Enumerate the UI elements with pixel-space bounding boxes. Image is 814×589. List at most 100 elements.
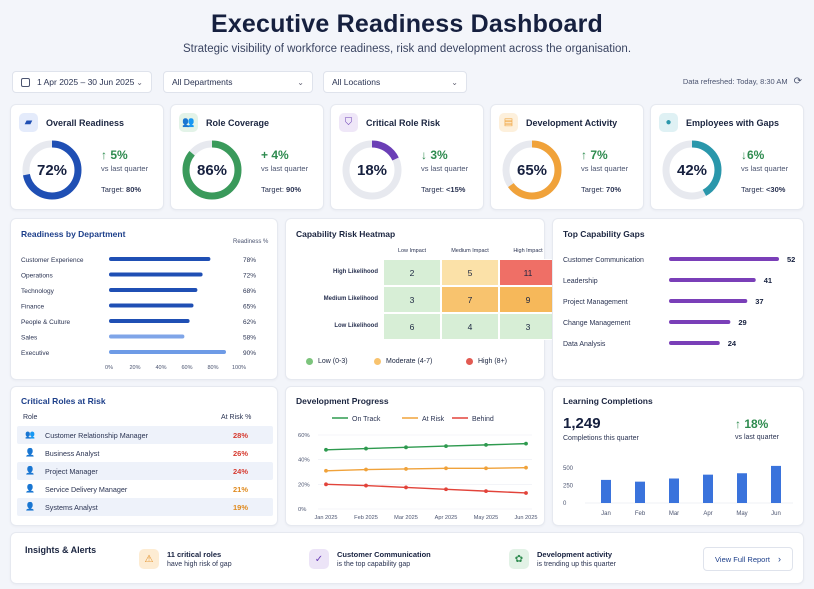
- legend-label: At Risk: [422, 416, 445, 423]
- insight-title: Customer Communication: [337, 550, 431, 559]
- chevron-down-icon: ⌄: [136, 77, 143, 87]
- people-icon: 👥: [179, 113, 198, 132]
- kpi-target-value: <30%: [766, 185, 786, 194]
- department-filter[interactable]: All Departments ⌄: [163, 71, 313, 93]
- x-tick-label: May 2025: [474, 515, 499, 521]
- x-tick-label: Apr 2025: [435, 515, 458, 521]
- chevron-down-icon: ⌄: [297, 77, 304, 87]
- series-point: [324, 468, 328, 473]
- development-progress-card: Development Progress On Track At Risk Behi…: [285, 386, 545, 526]
- completion-bar: [601, 479, 611, 503]
- heatmap-row-label: Medium Likelihood: [323, 296, 378, 302]
- chevron-right-icon: ›: [777, 554, 781, 564]
- heatmap-legend-item: Moderate (4-7): [374, 358, 432, 365]
- department-label: Customer Experience: [21, 257, 84, 264]
- role-risk: 19%: [233, 503, 249, 512]
- capability-heatmap-card: Capability Risk Heatmap Low Impact Medium…: [285, 218, 557, 380]
- legend-label: High (8+): [478, 358, 507, 365]
- department-bar: [109, 257, 211, 261]
- table-row[interactable]: 👤 Systems Analyst 19%: [17, 498, 273, 516]
- heatmap-cell: 11: [499, 259, 557, 286]
- kpi-delta: ↑ 7%: [581, 148, 608, 162]
- gap-bar: [669, 320, 731, 324]
- kpi-target: Target: 90%: [261, 185, 301, 194]
- role-risk: 21%: [233, 485, 249, 494]
- department-label: Operations: [21, 273, 54, 280]
- progress-title: Development Progress: [296, 396, 389, 406]
- kpi-target-value: 70%: [606, 185, 622, 194]
- kpi-target: Target: 80%: [101, 185, 141, 194]
- heatmap-cell: 5: [441, 259, 499, 286]
- x-tick-label: 100%: [232, 365, 246, 371]
- person-icon: 👥: [25, 430, 35, 439]
- kpi-title: Critical Role Risk: [366, 117, 441, 128]
- series-point: [444, 487, 448, 492]
- location-filter[interactable]: All Locations ⌄: [323, 71, 467, 93]
- location-value: All Locations: [332, 77, 381, 87]
- kpi-header: ▰ Overall Readiness: [19, 113, 124, 132]
- refresh-icon[interactable]: ⟳: [793, 76, 802, 87]
- chevron-down-icon: ⌄: [451, 77, 458, 87]
- department-label: Sales: [21, 335, 38, 342]
- department-value: 65%: [243, 304, 256, 311]
- kpi-target: Target: 70%: [581, 185, 621, 194]
- gap-label: Change Management: [563, 320, 630, 327]
- department-label: People & Culture: [21, 319, 71, 326]
- heatmap-cell: 6: [383, 313, 441, 340]
- kpi-donut: [22, 140, 82, 200]
- role-risk: 26%: [233, 449, 249, 458]
- kpi-donut: [342, 140, 402, 200]
- y-tick-label: 0: [563, 501, 567, 507]
- table-row[interactable]: 👤 Project Manager 24%: [17, 462, 273, 480]
- risk-column-header: At Risk %: [221, 414, 252, 421]
- x-tick-label: Mar: [669, 511, 679, 517]
- heatmap-title: Capability Risk Heatmap: [296, 229, 396, 239]
- table-row[interactable]: 👤 Service Delivery Manager 21%: [17, 480, 273, 498]
- view-full-report-button[interactable]: View Full Report ›: [703, 547, 793, 571]
- series-point: [484, 489, 488, 494]
- completion-bar: [703, 474, 713, 503]
- learning-bar-chart: 500 250 0 Jan Feb Mar Apr May Jun: [563, 465, 793, 517]
- readiness-title: Readiness by Department: [21, 229, 126, 239]
- table-row[interactable]: 👤 Business Analyst 26%: [17, 444, 273, 462]
- insights-title: Insights & Alerts: [25, 545, 97, 555]
- series-point: [404, 467, 408, 471]
- gap-label: Leadership: [563, 278, 598, 285]
- insight-title: 11 critical roles: [167, 550, 222, 559]
- learning-delta: ↑ 18%: [735, 417, 769, 431]
- department-bar: [109, 350, 226, 354]
- kpi-header: ⛉ Critical Role Risk: [339, 113, 440, 132]
- gap-value: 41: [764, 276, 772, 285]
- x-tick-label: 80%: [207, 365, 218, 371]
- kpi-target: Target: <15%: [421, 185, 465, 194]
- department-value: 72%: [243, 273, 256, 280]
- date-range-filter[interactable]: 1 Apr 2025 – 30 Jun 2025 ⌄: [12, 71, 152, 93]
- kpi-title: Employees with Gaps: [686, 117, 780, 128]
- heatmap-legend-item: High (8+): [466, 358, 507, 365]
- role-name: Systems Analyst: [45, 503, 98, 512]
- legend-swatch: [466, 358, 473, 365]
- x-tick-label: 60%: [181, 365, 192, 371]
- heatmap-cell: 3: [499, 313, 557, 340]
- person-icon: 👤: [25, 484, 35, 493]
- readiness-column-label: Readiness %: [233, 239, 269, 245]
- date-range-value: 1 Apr 2025 – 30 Jun 2025: [37, 77, 135, 87]
- series-point: [324, 482, 328, 487]
- refresh-status-text: Data refreshed: Today, 8:30 AM: [682, 77, 788, 86]
- kpi-value: 42%: [676, 161, 708, 179]
- kpi-title: Role Coverage: [206, 117, 270, 128]
- page-title: Executive Readiness Dashboard: [210, 10, 604, 38]
- heatmap-cell: 3: [383, 286, 441, 313]
- department-bar: [109, 334, 185, 339]
- x-tick-label: Apr: [703, 511, 712, 517]
- donut-progress: [182, 140, 242, 200]
- kpi-header: ● Employees with Gaps: [659, 113, 779, 132]
- donut-progress: [662, 140, 722, 200]
- learning-delta-label: vs last quarter: [735, 434, 779, 441]
- legend-label: Low (0-3): [318, 358, 348, 365]
- department-value: 78%: [243, 257, 256, 264]
- table-row[interactable]: 👥 Customer Relationship Manager 28%: [17, 426, 273, 444]
- kpi-header: 👥 Role Coverage: [179, 113, 269, 132]
- department-value: 68%: [243, 288, 256, 295]
- readiness-bar-chart: Customer Experience 78% Operations 72% Techn…: [21, 257, 256, 371]
